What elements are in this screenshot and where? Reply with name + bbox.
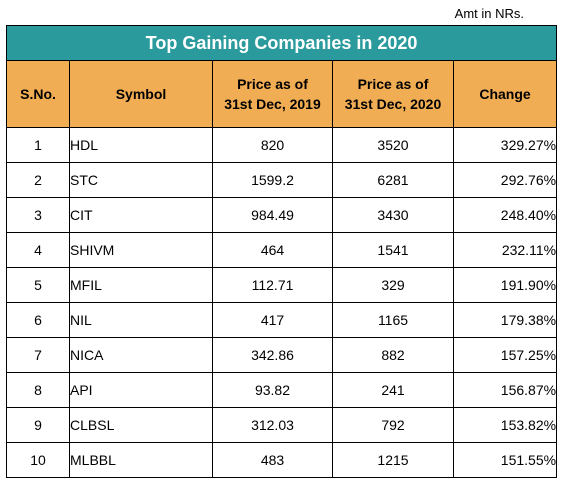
header-row: S.No. Symbol Price as of 31st Dec, 2019 …: [6, 60, 558, 128]
cell-symbol: MFIL: [69, 267, 213, 303]
cell-price-2020: 1541: [332, 232, 454, 268]
header-price-2019-line2: 31st Dec, 2019: [224, 96, 321, 112]
cell-sno: 8: [6, 372, 70, 408]
amount-unit-note: Amt in NRs.: [454, 6, 524, 21]
cell-symbol: API: [69, 372, 213, 408]
cell-change: 156.87%: [452, 372, 558, 408]
cell-price-2019: 312.03: [212, 407, 333, 443]
header-price-2020-line1: Price as of: [357, 76, 429, 92]
cell-sno: 6: [6, 302, 70, 338]
cell-price-2019: 984.49: [212, 197, 333, 233]
header-price-2019: Price as of 31st Dec, 2019: [212, 60, 333, 128]
cell-sno: 10: [6, 442, 70, 478]
cell-price-2019: 464: [212, 232, 333, 268]
cell-symbol: SHIVM: [69, 232, 213, 268]
header-change: Change: [452, 60, 558, 128]
cell-change: 157.25%: [452, 337, 558, 373]
table-title: Top Gaining Companies in 2020: [5, 25, 558, 61]
header-price-2019-line1: Price as of: [237, 76, 308, 92]
cell-change: 292.76%: [452, 162, 558, 198]
cell-symbol: HDL: [69, 127, 213, 163]
header-sno: S.No.: [6, 60, 70, 128]
table-row: 6 NIL 417 1165 179.38%: [6, 302, 558, 338]
cell-change: 232.11%: [452, 232, 558, 268]
cell-price-2019: 342.86: [212, 337, 333, 373]
cell-change: 151.55%: [452, 442, 558, 478]
cell-price-2020: 3430: [332, 197, 454, 233]
cell-price-2020: 1215: [332, 442, 454, 478]
cell-symbol: NICA: [69, 337, 213, 373]
table-row: 3 CIT 984.49 3430 248.40%: [6, 197, 558, 233]
cell-price-2020: 882: [332, 337, 454, 373]
cell-change: 329.27%: [452, 127, 558, 163]
cell-price-2019: 1599.2: [212, 162, 333, 198]
cell-price-2019: 417: [212, 302, 333, 338]
cell-symbol: MLBBL: [69, 442, 213, 478]
cell-symbol: CLBSL: [69, 407, 213, 443]
cell-change: 248.40%: [452, 197, 558, 233]
cell-price-2020: 792: [332, 407, 454, 443]
header-symbol: Symbol: [69, 60, 213, 128]
table-row: 7 NICA 342.86 882 157.25%: [6, 337, 558, 373]
cell-sno: 5: [6, 267, 70, 303]
table-row: 9 CLBSL 312.03 792 153.82%: [6, 407, 558, 443]
table-row: 8 API 93.82 241 156.87%: [6, 372, 558, 408]
cell-price-2020: 329: [332, 267, 454, 303]
table-row: 2 STC 1599.2 6281 292.76%: [6, 162, 558, 198]
cell-sno: 1: [6, 127, 70, 163]
cell-symbol: STC: [69, 162, 213, 198]
cell-change: 179.38%: [452, 302, 558, 338]
header-price-2020-line2: 31st Dec, 2020: [344, 96, 442, 112]
cell-price-2020: 6281: [332, 162, 454, 198]
cell-symbol: NIL: [69, 302, 213, 338]
cell-change: 191.90%: [452, 267, 558, 303]
table-row: 4 SHIVM 464 1541 232.11%: [6, 232, 558, 268]
table-row: 1 HDL 820 3520 329.27%: [6, 127, 558, 163]
top-gainers-table: Top Gaining Companies in 2020 S.No. Symb…: [5, 25, 558, 478]
cell-sno: 4: [6, 232, 70, 268]
cell-sno: 3: [6, 197, 70, 233]
table-body: 1 HDL 820 3520 329.27% 2 STC 1599.2 6281 292.76% 3…: [6, 127, 558, 478]
table-row: 5 MFIL 112.71 329 191.90%: [6, 267, 558, 303]
cell-price-2019: 483: [212, 442, 333, 478]
cell-sno: 7: [6, 337, 70, 373]
cell-sno: 9: [6, 407, 70, 443]
cell-price-2020: 1165: [332, 302, 454, 338]
cell-price-2020: 3520: [332, 127, 454, 163]
cell-symbol: CIT: [69, 197, 213, 233]
cell-price-2019: 820: [212, 127, 333, 163]
table-row: 10 MLBBL 483 1215 151.55%: [6, 442, 558, 478]
header-price-2020: Price as of 31st Dec, 2020: [332, 60, 454, 128]
cell-price-2020: 241: [332, 372, 454, 408]
cell-change: 153.82%: [452, 407, 558, 443]
cell-sno: 2: [6, 162, 70, 198]
cell-price-2019: 112.71: [212, 267, 333, 303]
cell-price-2019: 93.82: [212, 372, 333, 408]
